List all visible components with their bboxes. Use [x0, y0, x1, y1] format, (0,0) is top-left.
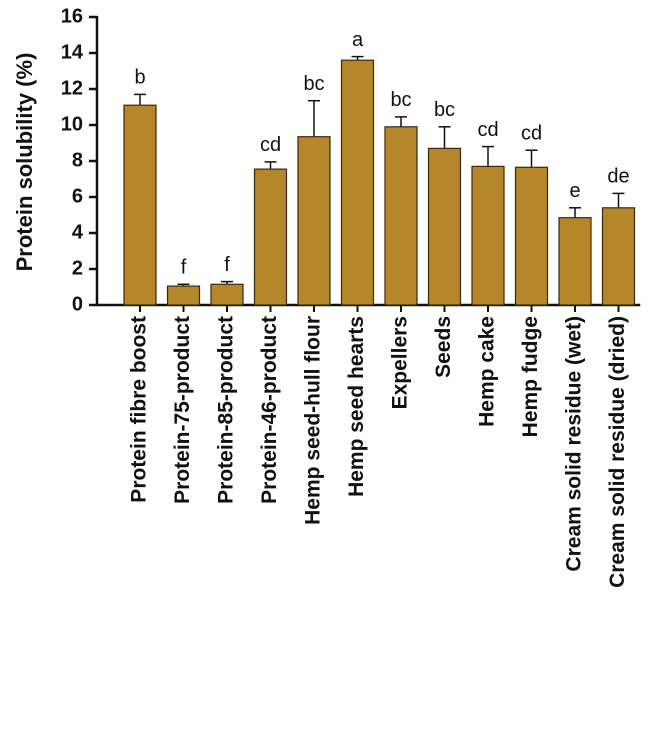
significance-letter: f: [224, 254, 230, 276]
bar: [166, 285, 201, 306]
y-tick-label: 8: [72, 149, 83, 171]
bar: [558, 217, 592, 306]
significance-letter: bc: [390, 89, 411, 111]
x-tick-label: Protein-85-product: [215, 316, 238, 504]
significance-letter: de: [607, 166, 629, 188]
x-tick-label: Protein-75-product: [171, 316, 194, 504]
y-tick-label: 6: [72, 185, 83, 207]
x-tick-label: Hemp cake: [476, 316, 499, 427]
bar: [514, 166, 549, 306]
significance-letter: e: [569, 180, 580, 202]
bar: [210, 283, 244, 306]
x-tick-label: Seeds: [432, 316, 455, 378]
significance-letter: b: [134, 67, 145, 89]
bar: [340, 59, 375, 306]
x-tick-label: Protein-46-product: [258, 316, 281, 504]
bar: [471, 165, 505, 306]
x-tick-label: Cream solid residue (dried): [606, 316, 629, 588]
significance-letter: bc: [303, 73, 324, 95]
significance-letter: cd: [260, 134, 281, 156]
x-tick-label: Protein fibre boost: [128, 316, 151, 503]
y-tick-label: 10: [61, 113, 83, 135]
bar: [384, 126, 418, 306]
x-tick-label: Expellers: [389, 316, 412, 409]
x-tick-label: Cream solid residue (wet): [563, 316, 586, 572]
y-tick-label: 12: [61, 77, 83, 99]
x-tick-label: Hemp fudge: [519, 316, 542, 437]
significance-letter: a: [352, 29, 364, 51]
y-tick-label: 2: [72, 257, 83, 279]
bar: [253, 168, 288, 306]
significance-letter: cd: [477, 119, 498, 141]
bar: [297, 136, 331, 306]
y-axis-title: Protein solubility (%): [12, 53, 37, 272]
bar: [123, 104, 157, 306]
y-tick-label: 4: [72, 221, 84, 243]
y-tick-label: 0: [72, 293, 83, 315]
y-tick-label: 16: [61, 5, 83, 27]
x-tick-label: Hemp seed hearts: [345, 316, 368, 497]
bar: [601, 207, 636, 306]
significance-letter: f: [181, 257, 187, 279]
significance-letter: bc: [434, 99, 455, 121]
x-tick-label: Hemp seed-hull flour: [302, 316, 325, 525]
bar: [427, 147, 462, 306]
significance-letter: cd: [521, 122, 542, 144]
y-tick-label: 14: [61, 41, 84, 63]
